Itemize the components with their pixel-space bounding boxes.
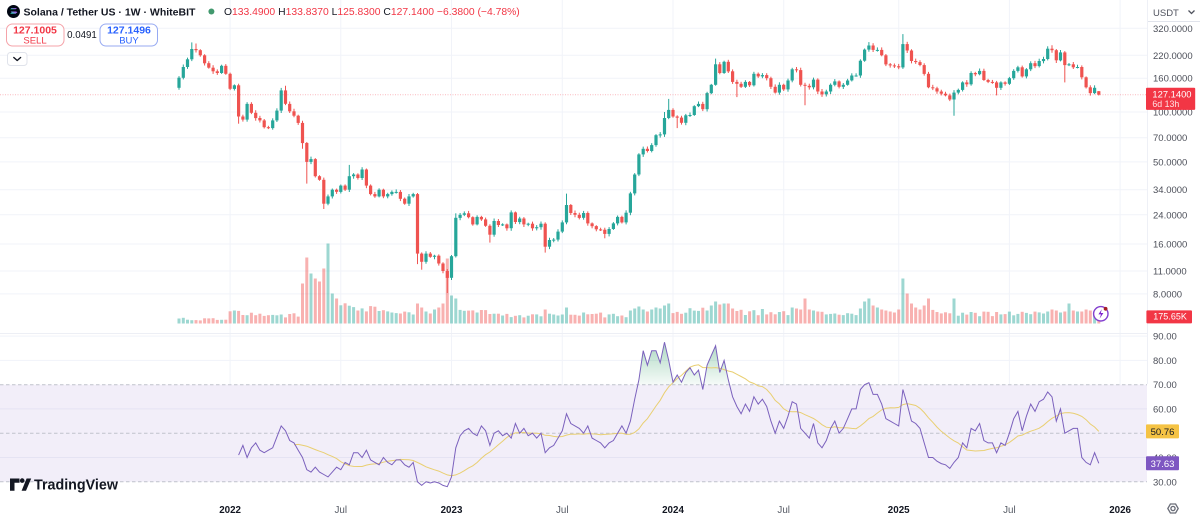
svg-text:2025: 2025 bbox=[888, 505, 910, 516]
svg-text:Jul: Jul bbox=[1003, 505, 1016, 516]
svg-text:320.0000: 320.0000 bbox=[1153, 24, 1193, 35]
svg-text:SELL: SELL bbox=[23, 36, 46, 47]
svg-text:37.63: 37.63 bbox=[1151, 459, 1175, 470]
svg-text:11.0000: 11.0000 bbox=[1153, 267, 1187, 278]
svg-text:70.00: 70.00 bbox=[1153, 380, 1177, 391]
svg-text:Jul: Jul bbox=[777, 505, 790, 516]
svg-text:Jul: Jul bbox=[556, 505, 569, 516]
svg-text:80.00: 80.00 bbox=[1153, 356, 1177, 367]
svg-text:2024: 2024 bbox=[662, 505, 684, 516]
svg-text:160.0000: 160.0000 bbox=[1153, 74, 1193, 85]
svg-text:Solana / Tether US · 1W · Whit: Solana / Tether US · 1W · WhiteBIT bbox=[24, 7, 196, 19]
svg-text:Jul: Jul bbox=[335, 505, 348, 516]
svg-text:127.1496: 127.1496 bbox=[107, 25, 151, 37]
svg-text:30.00: 30.00 bbox=[1153, 477, 1177, 488]
svg-text:220.0000: 220.0000 bbox=[1153, 51, 1193, 62]
svg-text:USDT: USDT bbox=[1153, 8, 1179, 19]
svg-text:2022: 2022 bbox=[219, 505, 241, 516]
svg-text:BUY: BUY bbox=[119, 36, 139, 47]
svg-text:O133.4900 H133.8370 L125.8300: O133.4900 H133.8370 L125.8300 C127.1400 … bbox=[224, 7, 520, 18]
svg-text:8.0000: 8.0000 bbox=[1153, 289, 1182, 300]
svg-text:34.0000: 34.0000 bbox=[1153, 185, 1187, 196]
svg-text:TradingView: TradingView bbox=[34, 478, 119, 494]
svg-text:16.0000: 16.0000 bbox=[1153, 240, 1187, 251]
svg-text:127.1005: 127.1005 bbox=[13, 25, 57, 37]
svg-text:60.00: 60.00 bbox=[1153, 404, 1177, 415]
svg-text:2026: 2026 bbox=[1109, 505, 1131, 516]
svg-text:50.76: 50.76 bbox=[1151, 427, 1175, 438]
svg-text:24.0000: 24.0000 bbox=[1153, 210, 1187, 221]
svg-text:90.00: 90.00 bbox=[1153, 332, 1177, 343]
svg-text:175.65K: 175.65K bbox=[1153, 312, 1187, 322]
svg-text:100.0000: 100.0000 bbox=[1153, 108, 1193, 119]
svg-text:6d 13h: 6d 13h bbox=[1152, 99, 1179, 109]
svg-text:50.0000: 50.0000 bbox=[1153, 157, 1187, 168]
svg-text:2023: 2023 bbox=[441, 505, 463, 516]
svg-text:70.0000: 70.0000 bbox=[1153, 133, 1187, 144]
svg-text:0.0491: 0.0491 bbox=[67, 30, 97, 41]
svg-text:127.1400: 127.1400 bbox=[1152, 89, 1191, 100]
